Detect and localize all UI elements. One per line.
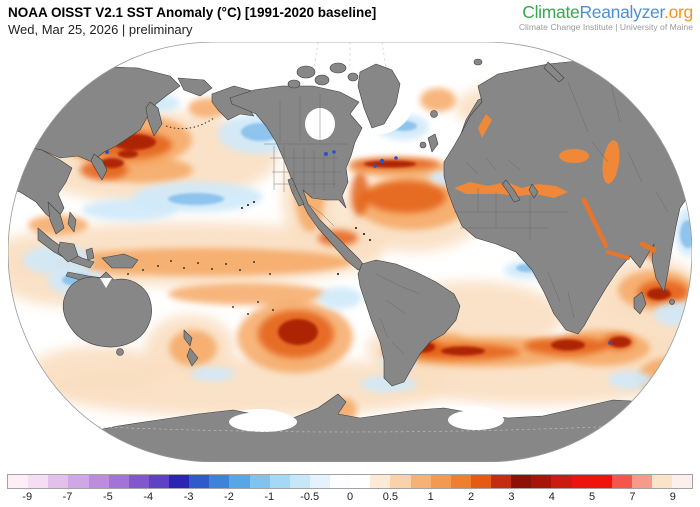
colorbar-segment bbox=[491, 475, 512, 488]
logo-part-reanalyzer: Reanalyzer bbox=[579, 2, 665, 22]
colorbar-tick-label: -4 bbox=[143, 491, 154, 503]
colorbar-segment bbox=[330, 475, 351, 488]
colorbar-tick-label: -3 bbox=[183, 491, 194, 503]
colorbar-segment bbox=[88, 475, 109, 488]
colorbar-tick-label: 9 bbox=[669, 491, 676, 503]
colorbar-tick-label: -0.5 bbox=[300, 491, 320, 503]
logo-part-org: .org bbox=[664, 2, 693, 22]
colorbar bbox=[7, 474, 693, 489]
colorbar-segment bbox=[8, 475, 29, 488]
warm-dark-blobs bbox=[100, 134, 671, 356]
logo-link[interactable]: ClimateReanalyzer.org Climate Change Ins… bbox=[518, 2, 693, 33]
colorbar-tick-label: 1 bbox=[427, 491, 434, 503]
colorbar-tick-label: -1 bbox=[264, 491, 275, 503]
page-title: NOAA OISST V2.1 SST Anomaly (°C) [1991-2… bbox=[8, 5, 377, 20]
colorbar-tick-label: 2 bbox=[467, 491, 475, 503]
colorbar-segment bbox=[309, 475, 330, 488]
country-borders bbox=[264, 61, 673, 355]
colorbar-segment bbox=[108, 475, 129, 488]
colorbar-segment bbox=[652, 475, 673, 488]
colorbar-tick-label: -7 bbox=[62, 491, 73, 503]
colorbar-segment bbox=[48, 475, 69, 488]
colorbar-segment bbox=[511, 475, 532, 488]
colorbar-segment bbox=[68, 475, 89, 488]
logo-tagline: Climate Change Institute | University of… bbox=[518, 22, 693, 33]
colorbar-segment bbox=[551, 475, 572, 488]
colorbar-segment bbox=[169, 475, 190, 488]
colorbar-segment bbox=[591, 475, 612, 488]
inland-seas bbox=[305, 108, 657, 260]
colorbar-segment bbox=[249, 475, 270, 488]
colorbar-segment bbox=[470, 475, 491, 488]
colorbar-segment bbox=[430, 475, 451, 488]
colorbar-segment bbox=[410, 475, 431, 488]
colorbar-segment bbox=[390, 475, 411, 488]
colorbar-segment bbox=[672, 475, 693, 488]
colorbar-segment bbox=[128, 475, 149, 488]
colorbar-tick-label: 7 bbox=[629, 491, 636, 503]
colorbar-tick-label: 0.5 bbox=[382, 491, 398, 503]
colorbar-tick-label: -2 bbox=[224, 491, 234, 503]
sst-anomaly-map bbox=[7, 41, 693, 463]
colorbar-segment bbox=[450, 475, 471, 488]
colorbar-segment bbox=[189, 475, 210, 488]
colorbar-segment bbox=[148, 475, 169, 488]
colorbar-segment bbox=[289, 475, 310, 488]
island-specks bbox=[127, 117, 371, 315]
colorbar-tick-labels: -9 -7 -5 -4 -3 -2 -1 -0.5 0 0.5 1 2 3 4 5 7 9 bbox=[7, 491, 693, 505]
colorbar-segment bbox=[531, 475, 552, 488]
colorbar-tick-label: -5 bbox=[102, 491, 113, 503]
colorbar-tick-label: 3 bbox=[508, 491, 515, 503]
colorbar-segment bbox=[269, 475, 290, 488]
world-map-svg bbox=[7, 41, 693, 463]
colorbar-tick-label: 4 bbox=[548, 491, 555, 503]
colorbar-tick-label: 5 bbox=[589, 491, 596, 503]
logo-wordmark: ClimateReanalyzer.org bbox=[519, 2, 693, 22]
graticule bbox=[37, 42, 663, 433]
colorbar-tick-label: 0 bbox=[346, 491, 354, 503]
colorbar-segment bbox=[229, 475, 250, 488]
colorbar-segment bbox=[350, 475, 371, 488]
colorbar-segment bbox=[631, 475, 652, 488]
colorbar-tick-label: -9 bbox=[22, 491, 33, 503]
colorbar-segment bbox=[209, 475, 230, 488]
logo-part-climate: Climate bbox=[522, 2, 580, 22]
colorbar-segment bbox=[611, 475, 632, 488]
colorbar-segment bbox=[28, 475, 49, 488]
page-subtitle: Wed, Mar 25, 2026 | preliminary bbox=[8, 22, 193, 37]
colorbar-segment bbox=[571, 475, 592, 488]
colorbar-segment bbox=[370, 475, 391, 488]
